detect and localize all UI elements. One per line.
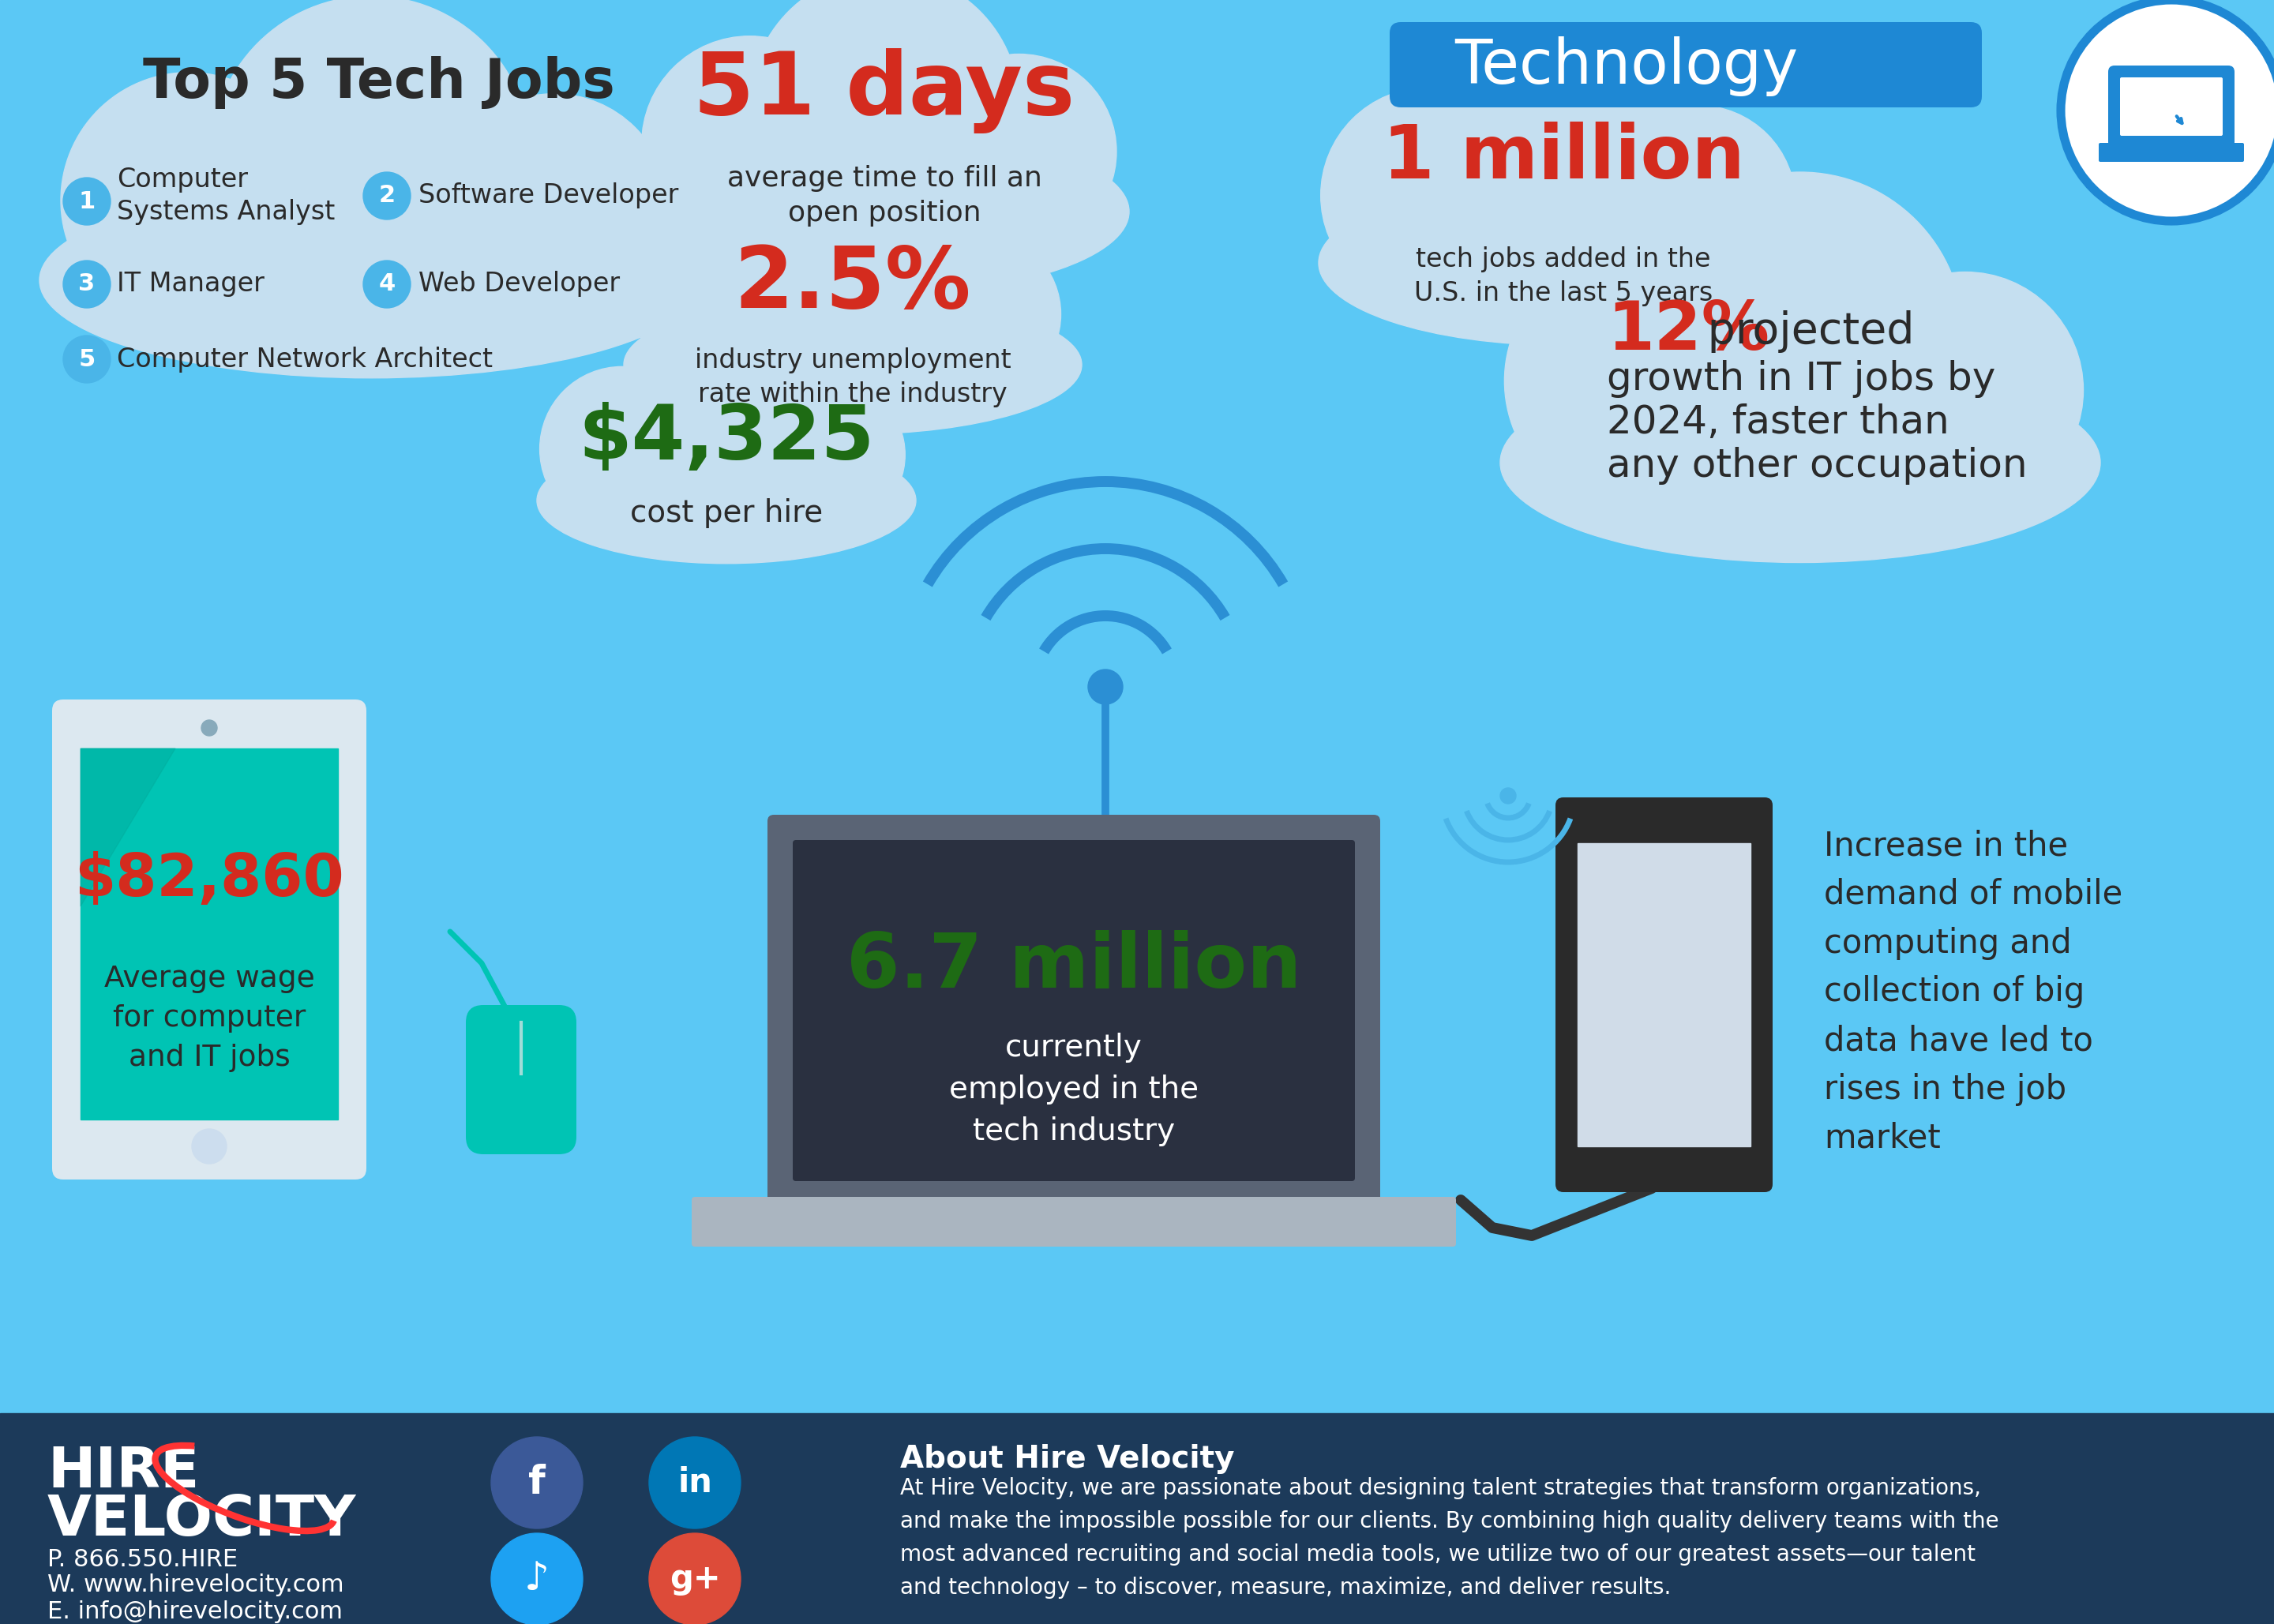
Circle shape <box>2060 0 2274 221</box>
Circle shape <box>648 1437 741 1528</box>
Text: 2024, faster than: 2024, faster than <box>1608 403 1949 442</box>
Circle shape <box>439 94 669 325</box>
Text: Average wage
for computer
and IT jobs: Average wage for computer and IT jobs <box>105 965 314 1072</box>
FancyBboxPatch shape <box>2119 78 2222 136</box>
Text: 51 days: 51 days <box>694 49 1076 133</box>
Text: projected: projected <box>1694 310 1915 352</box>
Circle shape <box>1505 250 1767 512</box>
FancyBboxPatch shape <box>2108 65 2235 148</box>
Circle shape <box>491 1533 582 1624</box>
Text: $82,860: $82,860 <box>75 851 343 909</box>
Circle shape <box>757 380 905 529</box>
Circle shape <box>191 1129 227 1164</box>
Text: 4: 4 <box>377 273 396 296</box>
Text: 3: 3 <box>80 273 96 296</box>
FancyBboxPatch shape <box>769 815 1380 1207</box>
Text: P. 866.550.HIRE: P. 866.550.HIRE <box>48 1548 239 1570</box>
Ellipse shape <box>639 128 1130 294</box>
Text: Increase in the
demand of mobile
computing and
collection of big
data have led t: Increase in the demand of mobile computi… <box>1824 828 2122 1155</box>
Text: At Hire Velocity, we are passionate about designing talent strategies that trans: At Hire Velocity, we are passionate abou… <box>901 1476 1999 1600</box>
Circle shape <box>896 232 1060 396</box>
Circle shape <box>648 1533 741 1624</box>
Text: Web Developer: Web Developer <box>418 271 621 297</box>
Circle shape <box>202 719 216 736</box>
Text: 2: 2 <box>377 185 396 208</box>
Circle shape <box>623 317 830 523</box>
Ellipse shape <box>1501 362 2101 562</box>
Bar <box>0 1413 2274 1624</box>
Circle shape <box>364 172 412 219</box>
Text: any other occupation: any other occupation <box>1608 447 2028 484</box>
FancyBboxPatch shape <box>1555 797 1774 1192</box>
FancyBboxPatch shape <box>691 1197 1455 1247</box>
Text: VELOCITY: VELOCITY <box>48 1492 357 1548</box>
Text: About Hire Velocity: About Hire Velocity <box>901 1444 1235 1475</box>
Circle shape <box>1601 106 1796 300</box>
Circle shape <box>491 1437 582 1528</box>
Text: 5: 5 <box>80 348 96 370</box>
Circle shape <box>641 36 857 252</box>
Text: 12%: 12% <box>1608 299 1769 364</box>
Text: Software Developer: Software Developer <box>418 184 678 209</box>
Circle shape <box>64 177 111 226</box>
Text: W. www.hirevelocity.com: W. www.hirevelocity.com <box>48 1574 343 1596</box>
Text: g+: g+ <box>669 1562 721 1595</box>
Circle shape <box>1637 172 1965 499</box>
Text: 1 million: 1 million <box>1383 122 1744 195</box>
FancyBboxPatch shape <box>466 1005 575 1155</box>
Circle shape <box>750 0 1019 242</box>
Circle shape <box>1087 669 1123 705</box>
FancyBboxPatch shape <box>794 840 1355 1181</box>
Text: industry unemployment
rate within the industry: industry unemployment rate within the in… <box>694 348 1012 408</box>
Text: currently
employed in the
tech industry: currently employed in the tech industry <box>948 1033 1198 1147</box>
Circle shape <box>1428 23 1699 292</box>
Text: E. info@hirevelocity.com: E. info@hirevelocity.com <box>48 1601 343 1624</box>
Ellipse shape <box>537 437 916 564</box>
Polygon shape <box>80 749 175 906</box>
Bar <box>1578 843 1751 1147</box>
Circle shape <box>1321 88 1537 304</box>
Circle shape <box>739 162 966 390</box>
Text: f: f <box>528 1463 546 1502</box>
Text: 6.7 million: 6.7 million <box>846 931 1301 1004</box>
Ellipse shape <box>39 182 703 378</box>
Text: $4,325: $4,325 <box>578 401 875 474</box>
FancyBboxPatch shape <box>52 700 366 1179</box>
Text: IT Manager: IT Manager <box>116 271 264 297</box>
Text: HIRE: HIRE <box>48 1445 200 1499</box>
Text: ♪: ♪ <box>525 1561 550 1598</box>
Circle shape <box>921 54 1117 248</box>
Text: Computer Network Architect: Computer Network Architect <box>116 346 493 372</box>
Text: 1: 1 <box>80 190 96 213</box>
Circle shape <box>1846 271 2083 508</box>
Text: Top 5 Tech Jobs: Top 5 Tech Jobs <box>143 57 614 109</box>
Circle shape <box>637 218 819 400</box>
Circle shape <box>61 73 316 328</box>
Text: Computer
Systems Analyst: Computer Systems Analyst <box>116 167 334 226</box>
Circle shape <box>539 367 705 531</box>
Text: 2.5%: 2.5% <box>735 242 971 326</box>
Ellipse shape <box>1319 180 1808 346</box>
Text: in: in <box>678 1466 712 1499</box>
Text: growth in IT jobs by: growth in IT jobs by <box>1608 361 1997 398</box>
Text: average time to fill an
open position: average time to fill an open position <box>728 164 1041 227</box>
Bar <box>80 749 339 1119</box>
Circle shape <box>364 260 412 309</box>
Circle shape <box>211 0 532 315</box>
Circle shape <box>64 336 111 383</box>
Circle shape <box>64 260 111 309</box>
Text: tech jobs added in the
U.S. in the last 5 years: tech jobs added in the U.S. in the last … <box>1414 247 1712 307</box>
FancyBboxPatch shape <box>2099 143 2244 162</box>
Text: Technology: Technology <box>1455 36 1799 96</box>
Ellipse shape <box>623 296 1082 434</box>
Text: cost per hire: cost per hire <box>630 499 823 528</box>
FancyBboxPatch shape <box>1389 23 1983 107</box>
Circle shape <box>1501 788 1517 804</box>
